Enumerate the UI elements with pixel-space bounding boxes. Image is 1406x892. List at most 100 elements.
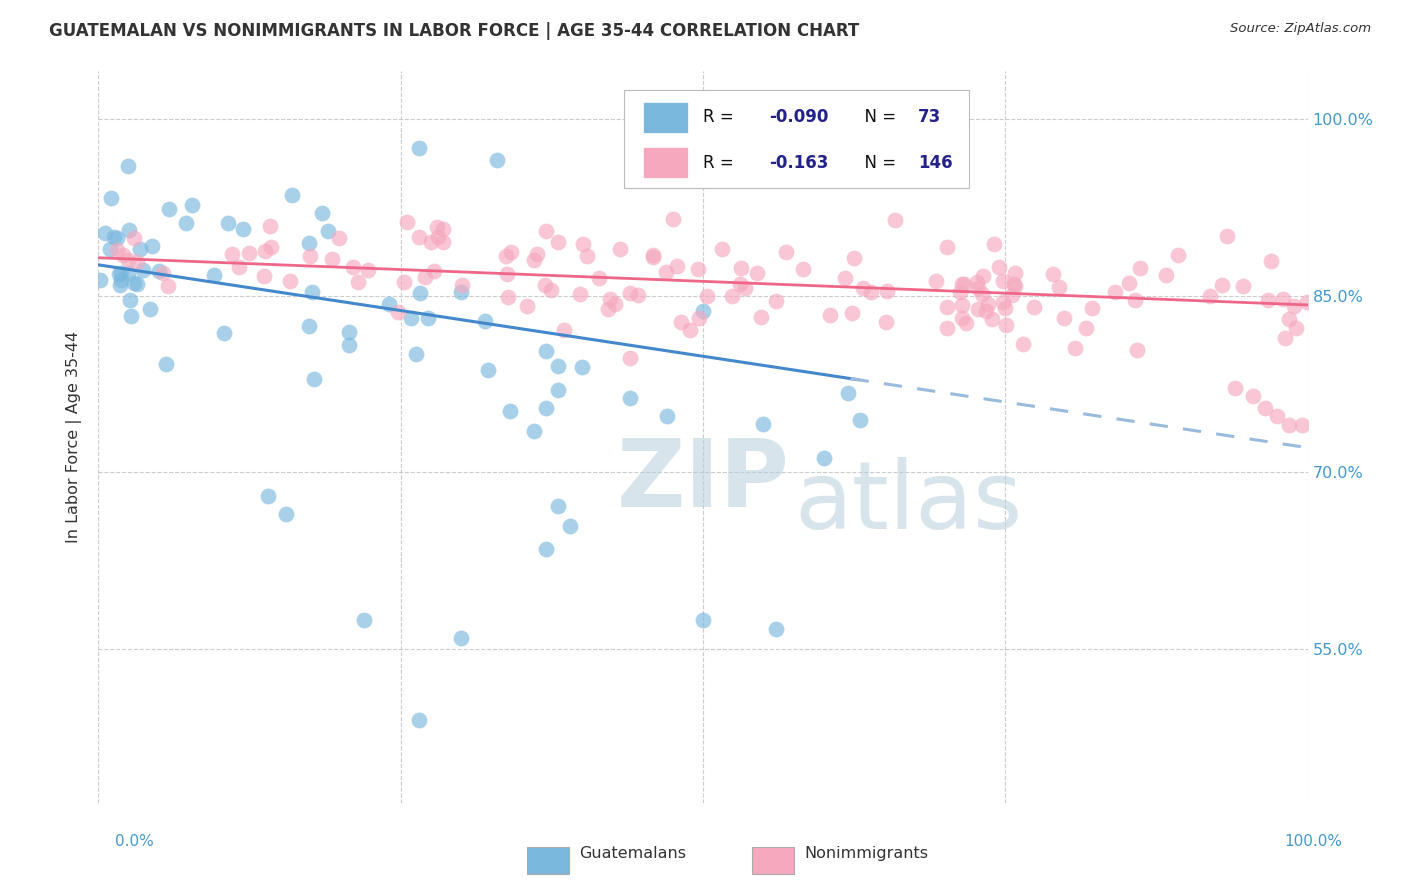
Point [1081, 301, 1104, 315]
Point [311, 206, 333, 220]
Point [432, 235, 454, 250]
Point [253, 268, 276, 283]
Point [558, 518, 581, 533]
Text: -0.163: -0.163 [769, 153, 828, 172]
Point [217, 215, 239, 229]
Point [1274, 331, 1296, 345]
Point [1042, 268, 1064, 282]
Point [654, 265, 676, 279]
Point [605, 297, 627, 311]
Point [988, 260, 1011, 274]
Point [1022, 301, 1045, 315]
Point [955, 316, 977, 330]
Point [925, 274, 948, 288]
Point [347, 276, 370, 290]
Point [141, 239, 163, 253]
Point [730, 277, 752, 292]
Point [1296, 294, 1319, 309]
Point [576, 249, 599, 263]
Point [553, 323, 575, 337]
Point [274, 507, 297, 521]
Point [1126, 343, 1149, 357]
Point [387, 305, 409, 319]
Point [357, 263, 380, 277]
Point [281, 188, 304, 202]
Point [238, 246, 260, 260]
Point [1291, 418, 1313, 433]
Point [661, 211, 683, 226]
Point [547, 235, 569, 250]
Point [775, 244, 797, 259]
Point [588, 271, 610, 285]
Point [401, 310, 423, 325]
Point [408, 141, 430, 155]
Point [935, 240, 957, 254]
Point [1216, 229, 1239, 244]
Text: Guatemalans: Guatemalans [579, 847, 686, 861]
Point [395, 215, 418, 229]
Point [1241, 389, 1264, 403]
Point [883, 212, 905, 227]
Point [534, 401, 557, 415]
Point [316, 224, 339, 238]
Point [966, 276, 988, 290]
Point [214, 326, 236, 341]
Point [1285, 320, 1308, 334]
Point [950, 310, 973, 325]
Point [301, 285, 323, 300]
Point [181, 197, 204, 211]
Point [974, 303, 997, 318]
Point [298, 235, 321, 250]
Point [627, 287, 650, 301]
Point [721, 289, 744, 303]
Point [977, 297, 1000, 311]
Point [450, 285, 472, 300]
Point [423, 264, 446, 278]
Point [949, 285, 972, 299]
Point [1211, 277, 1233, 292]
Point [228, 260, 250, 274]
Point [1129, 261, 1152, 276]
Point [256, 489, 278, 503]
Point [655, 409, 678, 423]
Point [337, 338, 360, 352]
Point [156, 279, 179, 293]
Point [299, 249, 322, 263]
Point [1104, 285, 1126, 299]
Point [139, 301, 162, 316]
Point [692, 613, 714, 627]
Point [477, 363, 499, 377]
Point [152, 266, 174, 280]
Point [451, 277, 474, 292]
Point [117, 159, 139, 173]
FancyBboxPatch shape [624, 90, 969, 188]
Point [523, 252, 546, 267]
Point [765, 623, 787, 637]
Point [641, 250, 664, 264]
Point [993, 295, 1015, 310]
Point [1123, 293, 1146, 308]
Point [108, 267, 131, 281]
Text: N =: N = [853, 109, 901, 127]
Point [609, 242, 631, 256]
Point [426, 230, 449, 244]
Point [94, 226, 117, 240]
Point [834, 271, 856, 285]
Point [935, 300, 957, 314]
Point [967, 301, 990, 316]
Text: R =: R = [703, 153, 738, 172]
Point [547, 499, 569, 513]
Point [302, 372, 325, 386]
Point [820, 308, 842, 322]
Point [994, 301, 1017, 316]
Point [619, 391, 641, 405]
Point [596, 302, 619, 317]
Point [110, 273, 132, 287]
Point [111, 248, 134, 262]
Point [1271, 292, 1294, 306]
Point [157, 202, 180, 216]
Y-axis label: In Labor Force | Age 35-44: In Labor Force | Age 35-44 [66, 331, 83, 543]
Point [534, 224, 557, 238]
Point [495, 249, 517, 263]
Point [792, 262, 814, 277]
